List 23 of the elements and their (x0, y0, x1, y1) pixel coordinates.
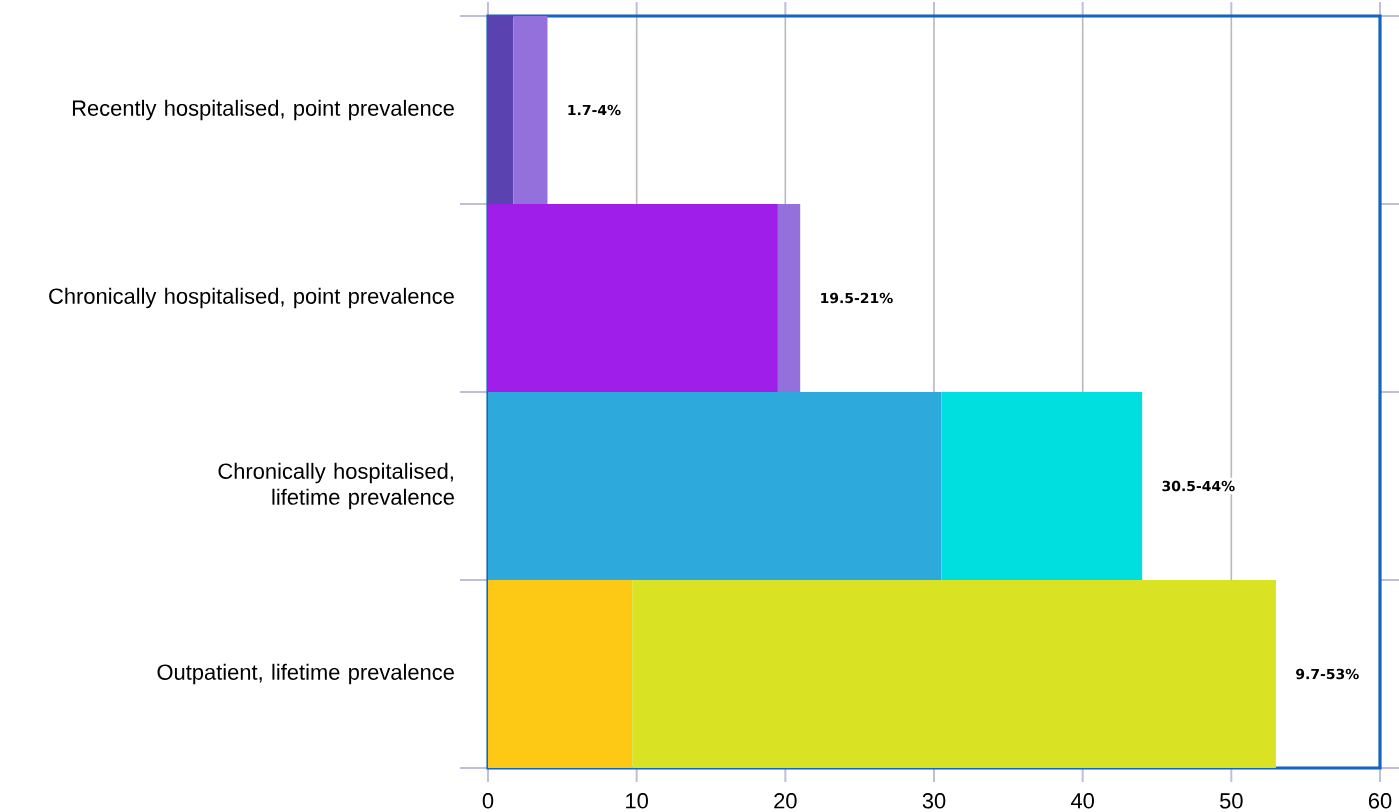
y-tick-label: Chronically hospitalised, point prevalence (49, 287, 454, 309)
bar (488, 16, 514, 205)
annotation: 30.5-44% (1162, 480, 1235, 492)
annotation: 19.5-21% (821, 292, 893, 304)
bar (941, 392, 1143, 581)
bar (488, 580, 633, 769)
bar (513, 16, 548, 205)
y-tick-label: Recently hospitalised, point prevalence (72, 99, 454, 121)
x-tick-label: 30 (922, 793, 946, 809)
annotation: 9.7-53% (1296, 668, 1359, 680)
y-tick-label: Outpatient, lifetime prevalence (157, 663, 454, 685)
x-tick-label: 60 (1368, 793, 1392, 809)
bar (488, 204, 778, 393)
bar (777, 204, 801, 393)
y-tick-label: Chronically hospitalised, lifetime prevalence (218, 462, 454, 510)
annotation: 1.7-4% (568, 104, 621, 116)
x-tick-label: 40 (1070, 793, 1094, 809)
x-tick-label: 10 (626, 793, 648, 809)
x-tick-label: 0 (482, 793, 494, 809)
x-tick-label: 20 (774, 793, 797, 809)
bar (632, 580, 1276, 769)
bar (488, 392, 942, 581)
x-tick-label: 50 (1220, 793, 1243, 809)
